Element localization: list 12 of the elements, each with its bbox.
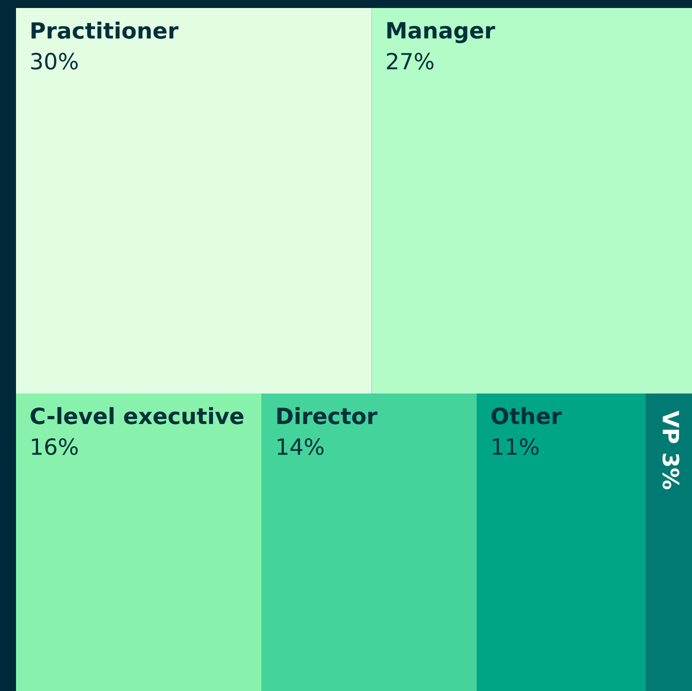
category-label: Manager [387, 22, 496, 44]
category-label: Director [277, 407, 378, 424]
data-label: 16% [32, 438, 78, 456]
data-label: 30% [31, 52, 78, 70]
data-label: 3% [662, 454, 680, 490]
data-label: 11% [492, 438, 539, 456]
category-label: Other [492, 407, 562, 424]
data-label: 14% [278, 438, 324, 456]
category-label: C-level executive [30, 407, 244, 424]
category-label: VP [662, 410, 680, 444]
category-label: Practitioner [32, 22, 178, 39]
data-label: 27% [386, 52, 434, 70]
